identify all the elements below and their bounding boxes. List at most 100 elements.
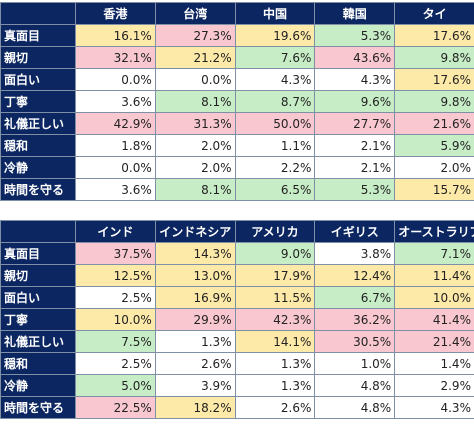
value-cell: 3.8% <box>314 242 396 265</box>
value-cell: 1.3% <box>234 352 316 375</box>
column-header: オーストラリア <box>394 220 474 243</box>
value-cell: 3.9% <box>154 374 236 397</box>
value-cell: 21.6% <box>394 112 474 135</box>
value-cell: 50.0% <box>234 112 316 135</box>
value-cell: 0.0% <box>75 68 156 91</box>
table-row: 礼儀正しい 42.9% 31.3% 50.0% 27.7% 21.6% <box>0 112 474 135</box>
value-cell: 9.6% <box>314 90 396 113</box>
value-cell: 30.5% <box>314 330 396 353</box>
value-cell: 12.4% <box>314 264 396 287</box>
value-cell: 4.3% <box>394 396 474 419</box>
row-label: 時間を守る <box>0 396 76 419</box>
corner-cell <box>0 2 76 25</box>
column-header: 香港 <box>75 2 156 25</box>
value-cell: 5.9% <box>394 134 474 157</box>
value-cell: 21.4% <box>394 330 474 353</box>
row-label: 真面目 <box>0 242 76 265</box>
value-cell: 5.3% <box>314 178 396 201</box>
value-cell: 7.6% <box>234 46 316 69</box>
value-cell: 1.0% <box>314 352 396 375</box>
value-cell: 0.0% <box>154 68 236 91</box>
row-label: 親切 <box>0 264 76 287</box>
value-cell: 11.5% <box>234 286 316 309</box>
table-row: 時間を守る 3.6% 8.1% 6.5% 5.3% 15.7% <box>0 178 474 201</box>
value-cell: 4.8% <box>314 374 396 397</box>
value-cell: 6.5% <box>234 178 316 201</box>
value-cell: 11.4% <box>394 264 474 287</box>
row-label: 冷静 <box>0 156 76 179</box>
value-cell: 8.7% <box>234 90 316 113</box>
column-header: 中国 <box>234 2 316 25</box>
value-cell: 12.5% <box>75 264 156 287</box>
table-row: 丁寧 10.0% 29.9% 42.3% 36.2% 41.4% <box>0 308 474 331</box>
value-cell: 3.6% <box>75 90 156 113</box>
row-label: 真面目 <box>0 24 76 47</box>
row-label: 穏和 <box>0 352 76 375</box>
row-label: 親切 <box>0 46 76 69</box>
table-row: 面白い 0.0% 0.0% 4.3% 4.3% 17.6% <box>0 68 474 91</box>
value-cell: 14.1% <box>234 330 316 353</box>
row-label: 丁寧 <box>0 308 76 331</box>
comparison-table-west: インド インドネシア アメリカ イギリス オーストラリア 真面目 37.5% 14.3% 9.0… <box>0 220 474 419</box>
row-label: 冷静 <box>0 374 76 397</box>
table-row: 親切 12.5% 13.0% 17.9% 12.4% 11.4% <box>0 264 474 287</box>
table-row: 真面目 16.1% 27.3% 19.6% 5.3% 17.6% <box>0 24 474 47</box>
value-cell: 0.0% <box>75 156 156 179</box>
value-cell: 2.2% <box>234 156 316 179</box>
value-cell: 31.3% <box>154 112 236 135</box>
value-cell: 7.5% <box>75 330 156 353</box>
value-cell: 16.9% <box>154 286 236 309</box>
column-header: インド <box>75 220 156 243</box>
value-cell: 5.3% <box>314 24 396 47</box>
table-row: 時間を守る 22.5% 18.2% 2.6% 4.8% 4.3% <box>0 396 474 419</box>
value-cell: 2.0% <box>154 134 236 157</box>
value-cell: 8.1% <box>154 90 236 113</box>
corner-cell <box>0 220 76 243</box>
header-row: インド インドネシア アメリカ イギリス オーストラリア <box>0 220 474 243</box>
value-cell: 2.5% <box>75 352 156 375</box>
row-label: 礼儀正しい <box>0 112 76 135</box>
value-cell: 18.2% <box>154 396 236 419</box>
value-cell: 3.6% <box>75 178 156 201</box>
value-cell: 16.1% <box>75 24 156 47</box>
value-cell: 5.0% <box>75 374 156 397</box>
value-cell: 13.0% <box>154 264 236 287</box>
table-row: 丁寧 3.6% 8.1% 8.7% 9.6% 9.8% <box>0 90 474 113</box>
value-cell: 6.7% <box>314 286 396 309</box>
value-cell: 36.2% <box>314 308 396 331</box>
value-cell: 27.3% <box>154 24 236 47</box>
value-cell: 2.1% <box>314 156 396 179</box>
value-cell: 14.3% <box>154 242 236 265</box>
value-cell: 4.3% <box>314 68 396 91</box>
value-cell: 2.9% <box>394 374 474 397</box>
row-label: 面白い <box>0 68 76 91</box>
value-cell: 2.0% <box>394 156 474 179</box>
value-cell: 17.9% <box>234 264 316 287</box>
value-cell: 41.4% <box>394 308 474 331</box>
row-label: 穏和 <box>0 134 76 157</box>
value-cell: 10.0% <box>394 286 474 309</box>
value-cell: 27.7% <box>314 112 396 135</box>
column-header: 台湾 <box>154 2 236 25</box>
row-label: 面白い <box>0 286 76 309</box>
row-label: 丁寧 <box>0 90 76 113</box>
value-cell: 2.5% <box>75 286 156 309</box>
comparison-table-asia: 香港 台湾 中国 韓国 タイ 真面目 16.1% 27.3% 19.6% 5.3% 17.6% 親切 3… <box>0 2 474 201</box>
value-cell: 17.6% <box>394 68 474 91</box>
value-cell: 42.3% <box>234 308 316 331</box>
value-cell: 37.5% <box>75 242 156 265</box>
column-header: タイ <box>394 2 474 25</box>
value-cell: 2.6% <box>154 352 236 375</box>
value-cell: 1.3% <box>154 330 236 353</box>
value-cell: 19.6% <box>234 24 316 47</box>
header-row: 香港 台湾 中国 韓国 タイ <box>0 2 474 25</box>
value-cell: 1.3% <box>234 374 316 397</box>
value-cell: 2.1% <box>314 134 396 157</box>
value-cell: 10.0% <box>75 308 156 331</box>
value-cell: 43.6% <box>314 46 396 69</box>
value-cell: 21.2% <box>154 46 236 69</box>
column-header: インドネシア <box>154 220 236 243</box>
value-cell: 2.0% <box>154 156 236 179</box>
value-cell: 7.1% <box>394 242 474 265</box>
value-cell: 1.8% <box>75 134 156 157</box>
